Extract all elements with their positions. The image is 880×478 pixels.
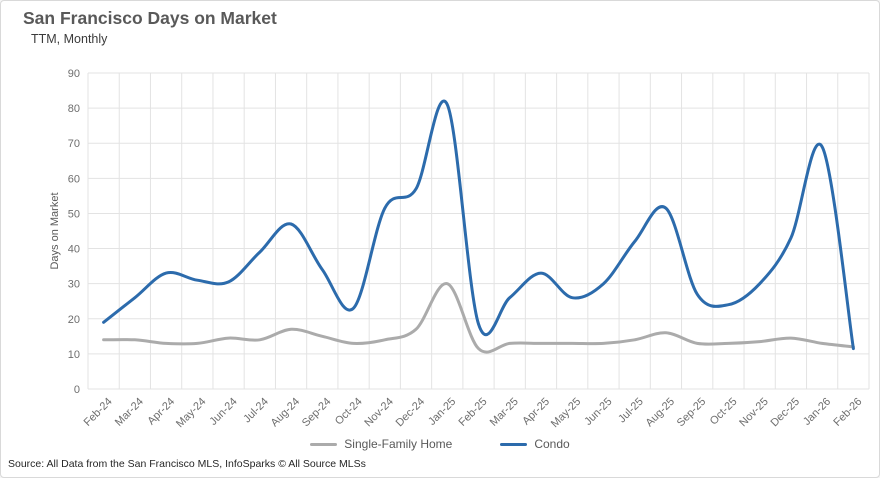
y-tick-label: 30 [68,279,80,291]
y-tick-label: 90 [68,68,80,80]
x-tick-label: Mar-25 [488,396,521,429]
condo-line-swatch [500,442,528,446]
chart-subtitle: TTM, Monthly [31,32,108,46]
legend-item-condo: Condo [500,437,570,451]
legend-item-single-family: Single-Family Home [310,437,452,451]
condo-line [102,99,855,351]
y-tick-label: 10 [68,349,80,361]
x-tick-label: Oct-24 [333,396,365,428]
x-tick-label: Dec-25 [768,396,802,430]
x-tick-label: Nov-24 [362,396,396,430]
source-note: Source: All Data from the San Francisco … [8,458,366,470]
single-family-line-swatch [310,442,338,446]
legend-label-condo: Condo [534,437,570,451]
x-tick-label: Dec-24 [394,396,428,430]
x-tick-label: Apr-24 [145,396,177,428]
y-axis-title: Days on Market [49,192,61,269]
x-tick-label: Jul-25 [616,396,646,426]
y-tick-label: 60 [68,173,80,185]
y-tick-label: 70 [68,138,80,150]
x-tick-label: Jun-25 [582,396,614,428]
y-tick-label: 50 [68,208,80,220]
x-tick-label: Feb-24 [82,396,115,429]
y-tick-label: 80 [68,103,80,115]
x-tick-label: Jan-25 [426,396,458,428]
legend-label-single-family: Single-Family Home [344,437,453,451]
y-tick-label: 20 [68,314,80,326]
y-tick-label: 40 [68,244,80,256]
x-tick-label: Aug-24 [269,396,303,430]
x-tick-label: Jan-26 [801,396,833,428]
x-tick-label: Sep-25 [675,396,709,430]
x-tick-label: Nov-25 [737,396,771,430]
x-tick-label: Jul-24 [241,396,271,426]
x-tick-label: Feb-26 [831,396,864,429]
x-tick-label: May-25 [549,396,583,430]
x-tick-label: Sep-24 [300,396,334,430]
x-tick-label: Oct-25 [708,396,740,428]
chart-legend: Single-Family Home Condo [1,437,879,451]
x-tick-label: May-24 [174,396,208,430]
x-tick-label: Feb-25 [456,396,489,429]
page-title: San Francisco Days on Market [23,8,277,28]
x-tick-label: Apr-25 [520,396,552,428]
single-family-line [102,282,855,354]
x-tick-label: Mar-24 [113,396,146,429]
x-tick-label: Aug-25 [643,396,677,430]
x-tick-label: Jun-24 [207,396,239,428]
y-tick-label: 0 [74,384,80,396]
